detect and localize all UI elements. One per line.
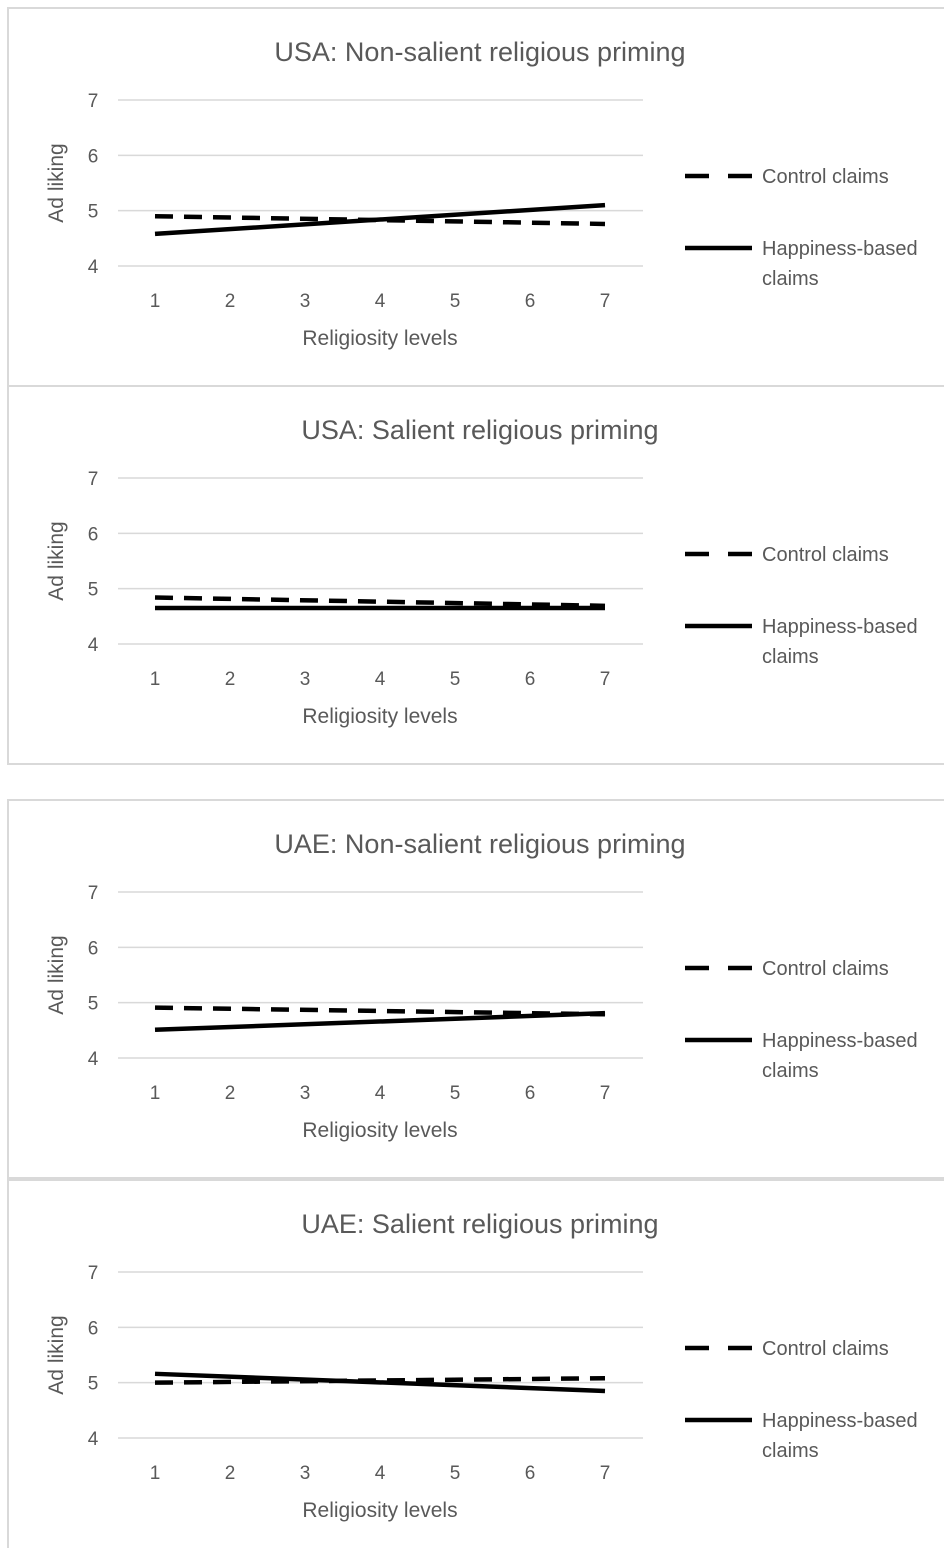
- y-tick-label: 5: [88, 994, 99, 1015]
- x-tick-label: 4: [375, 291, 386, 312]
- chart-border: [7, 385, 944, 765]
- y-tick-label: 5: [88, 580, 99, 601]
- x-axis-label: Religiosity levels: [302, 1119, 457, 1142]
- chart-title: UAE: Non-salient religious priming: [274, 829, 685, 859]
- x-tick-label: 5: [450, 1463, 461, 1484]
- x-tick-label: 7: [600, 1463, 611, 1484]
- x-tick-label: 6: [525, 1463, 536, 1484]
- legend-label: Happiness-based claims: [762, 1030, 918, 1082]
- series-line-happiness: [154, 1371, 606, 1394]
- y-tick-label: 7: [88, 883, 99, 904]
- legend-label: Control claims: [762, 544, 889, 566]
- legend-label: Happiness-based claims: [762, 616, 918, 668]
- x-tick-label: 7: [600, 1083, 611, 1104]
- x-tick-label: 6: [525, 669, 536, 690]
- x-tick-label: 2: [225, 1463, 236, 1484]
- chart-border: [7, 1179, 944, 1548]
- chart-border: [7, 799, 944, 1179]
- y-tick-label: 4: [88, 635, 99, 656]
- series-line-control: [154, 595, 606, 609]
- chart-title: USA: Non-salient religious priming: [274, 37, 685, 67]
- legend-label: Happiness-based claims: [762, 238, 918, 290]
- series-line-control: [154, 213, 606, 227]
- x-tick-label: 2: [225, 669, 236, 690]
- y-tick-label: 5: [88, 1374, 99, 1395]
- chart-panel-1: USA: Non-salient religious priming 4 5 6 7 1 2…: [7, 7, 944, 387]
- x-tick-label: 2: [225, 291, 236, 312]
- x-tick-label: 5: [450, 669, 461, 690]
- y-tick-label: 7: [88, 91, 99, 112]
- chart-panel-3: UAE: Non-salient religious priming 4 5 6 7 1 2…: [7, 799, 944, 1179]
- y-axis-label: Ad liking: [45, 521, 68, 600]
- x-tick-label: 2: [225, 1083, 236, 1104]
- series-line-happiness: [154, 202, 606, 237]
- y-tick-label: 6: [88, 1318, 99, 1339]
- x-tick-label: 6: [525, 291, 536, 312]
- y-axis-label: Ad liking: [45, 935, 68, 1014]
- y-tick-label: 6: [88, 938, 99, 959]
- x-tick-label: 7: [600, 669, 611, 690]
- x-tick-label: 3: [300, 1083, 311, 1104]
- x-axis-label: Religiosity levels: [302, 1499, 457, 1522]
- y-tick-label: 5: [88, 202, 99, 223]
- legend-label: Control claims: [762, 166, 889, 188]
- x-tick-label: 1: [150, 291, 161, 312]
- legend-label: Control claims: [762, 1338, 889, 1360]
- x-tick-label: 5: [450, 1083, 461, 1104]
- x-tick-label: 3: [300, 669, 311, 690]
- chart-panel-2: USA: Salient religious priming 4 5 6 7 1 2 3 4 5 6…: [7, 385, 944, 765]
- x-tick-label: 1: [150, 1083, 161, 1104]
- x-axis-label: Religiosity levels: [302, 705, 457, 728]
- y-tick-label: 6: [88, 146, 99, 167]
- x-tick-label: 1: [150, 669, 161, 690]
- y-axis-label: Ad liking: [45, 143, 68, 222]
- chart-border: [7, 7, 944, 387]
- x-tick-label: 4: [375, 1463, 386, 1484]
- y-tick-label: 4: [88, 257, 99, 278]
- x-tick-label: 1: [150, 1463, 161, 1484]
- y-tick-label: 7: [88, 469, 99, 490]
- y-tick-label: 6: [88, 524, 99, 545]
- x-axis-label: Religiosity levels: [302, 327, 457, 350]
- series-line-control: [154, 1375, 606, 1385]
- x-tick-label: 3: [300, 1463, 311, 1484]
- series-line-happiness: [154, 1010, 606, 1033]
- y-tick-label: 7: [88, 1263, 99, 1284]
- x-tick-label: 7: [600, 291, 611, 312]
- chart-title: USA: Salient religious priming: [301, 415, 658, 445]
- chart-title: UAE: Salient religious priming: [301, 1209, 658, 1239]
- x-tick-label: 6: [525, 1083, 536, 1104]
- x-tick-label: 3: [300, 291, 311, 312]
- x-tick-label: 4: [375, 669, 386, 690]
- chart-panel-4: UAE: Salient religious priming 4 5 6 7 1 2 3 4 5 6…: [7, 1179, 944, 1548]
- legend-label: Control claims: [762, 958, 889, 980]
- series-line-control: [154, 1005, 606, 1017]
- y-tick-label: 4: [88, 1049, 99, 1070]
- y-tick-label: 4: [88, 1429, 99, 1450]
- y-axis-label: Ad liking: [45, 1315, 68, 1394]
- x-tick-label: 4: [375, 1083, 386, 1104]
- x-tick-label: 5: [450, 291, 461, 312]
- legend-label: Happiness-based claims: [762, 1410, 918, 1462]
